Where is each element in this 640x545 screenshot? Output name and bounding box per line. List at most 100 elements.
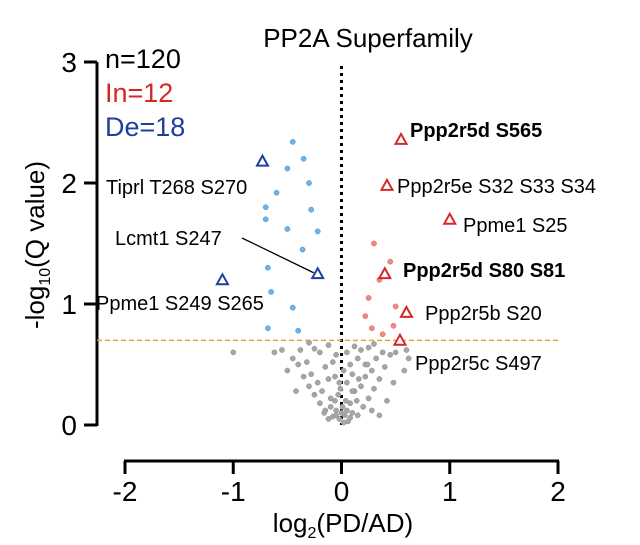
scatter-point: [304, 359, 310, 365]
count-legend: n=120 In=12 De=18: [105, 44, 185, 142]
count-increased: In=12: [105, 78, 173, 108]
y-tick-label-2: 2: [61, 168, 77, 199]
point-labels: Ppp2r5d S565 Ppp2r5e S32 S33 S34 Ppme1 S25…: [96, 120, 596, 375]
scatter-point: [349, 388, 356, 394]
scatter-point: [284, 226, 291, 232]
scatter-point: [340, 419, 347, 426]
x-axis-label: log2(PD/AD): [273, 508, 413, 540]
scatter-point: [308, 206, 315, 213]
scatter-point: [333, 351, 339, 358]
scatter-point: [289, 304, 296, 311]
scatter-point: [265, 264, 271, 271]
x-axis-label-subscript: 2: [308, 525, 317, 540]
scatter-point: [381, 364, 388, 370]
triangle-point: [442, 211, 457, 225]
y-tick-label-0: 0: [61, 410, 77, 441]
scatter-point: [340, 367, 347, 374]
scatter-point: [335, 391, 342, 398]
scatter-point: [387, 258, 394, 265]
triangle-point: [310, 266, 325, 280]
scatter-point: [311, 391, 318, 398]
scatter-point: [332, 373, 338, 380]
y-axis-label-subscript: 10: [37, 268, 54, 286]
point-label: Lcmt1 S247: [115, 228, 222, 250]
scatter-point: [336, 416, 343, 422]
scatter-point: [327, 404, 334, 410]
scatter-point: [360, 404, 366, 410]
scatter-point: [362, 313, 369, 319]
scatter-point: [342, 397, 349, 404]
scatter-point: [376, 412, 383, 419]
point-label: Ppp2r5b S20: [425, 303, 542, 325]
y-tick-label-1: 1: [61, 289, 77, 320]
scatter-point: [300, 155, 307, 162]
scatter-point: [358, 347, 364, 353]
y-axis-label-prefix: -log: [20, 286, 50, 329]
scatter-point: [365, 395, 372, 402]
axes: 0 1 2 3 -2 -1 0 1 2: [61, 47, 565, 507]
scatter-point: [371, 385, 377, 392]
scatter-point: [368, 325, 375, 332]
scatter-point: [279, 347, 285, 353]
scatter-point: [368, 407, 375, 414]
scatter-point: [317, 400, 323, 407]
scatter-point: [332, 397, 338, 404]
scatter-point: [344, 379, 350, 386]
scatter-point: [299, 246, 306, 253]
x-axis-label-suffix: (PD/AD): [316, 508, 413, 538]
scatter-point: [306, 180, 312, 186]
scatter-point: [371, 341, 377, 347]
scatter-point: [271, 349, 278, 356]
scatter-point: [293, 388, 299, 394]
scatter-point: [403, 347, 410, 353]
scatter-point: [387, 351, 394, 358]
y-tick-label-3: 3: [61, 47, 77, 78]
scatter-point: [364, 361, 371, 368]
scatter-point: [325, 376, 332, 382]
scatter-point: [314, 379, 321, 386]
scatter-point: [265, 325, 271, 332]
scatter-point: [338, 410, 345, 416]
scatter-point: [262, 216, 269, 223]
scatter-point: [262, 204, 269, 211]
point-label: Tiprl T268 S270: [106, 177, 247, 199]
point-label: Ppp2r5d S565: [410, 120, 542, 142]
scatter-point: [300, 373, 307, 380]
scatter-point: [306, 339, 312, 346]
triangle-point: [377, 266, 392, 280]
scatter-point: [311, 345, 318, 352]
scatter-point: [347, 414, 354, 421]
scatter-point: [273, 189, 280, 196]
scatter-point: [353, 397, 360, 404]
scatter-point: [319, 388, 325, 394]
scatter-point: [390, 379, 397, 386]
point-label: Ppme1 S25: [463, 215, 568, 237]
scatter-point: [268, 289, 274, 295]
scatter-point: [376, 376, 383, 382]
scatter-point: [289, 139, 296, 145]
scatter-point: [314, 228, 321, 235]
scatter-point: [349, 371, 356, 378]
scatter-point: [362, 373, 369, 380]
scatter-point: [308, 371, 315, 378]
scatter-point: [401, 367, 408, 374]
point-label: Ppp2r5d S80 S81: [403, 260, 565, 282]
scatter-point: [354, 412, 361, 419]
scatter-point: [333, 412, 339, 419]
triangle-point: [399, 304, 414, 318]
scatter-point: [365, 344, 372, 351]
triangle-point: [255, 153, 270, 167]
triangle-point: [393, 131, 409, 145]
scatter-point: [289, 355, 296, 362]
label-leader-line: [241, 237, 314, 274]
x-tick-label-0: 0: [334, 476, 350, 507]
point-label: Ppme1 S249 S265: [96, 293, 264, 315]
scatter-point: [325, 342, 332, 348]
data-points: [215, 131, 457, 426]
scatter-point: [317, 349, 323, 356]
y-axis-label: -log10(Q value): [20, 161, 54, 329]
scatter-point: [392, 303, 399, 310]
scatter-point: [354, 355, 361, 362]
scatter-point: [321, 410, 328, 416]
scatter-point: [365, 295, 372, 301]
